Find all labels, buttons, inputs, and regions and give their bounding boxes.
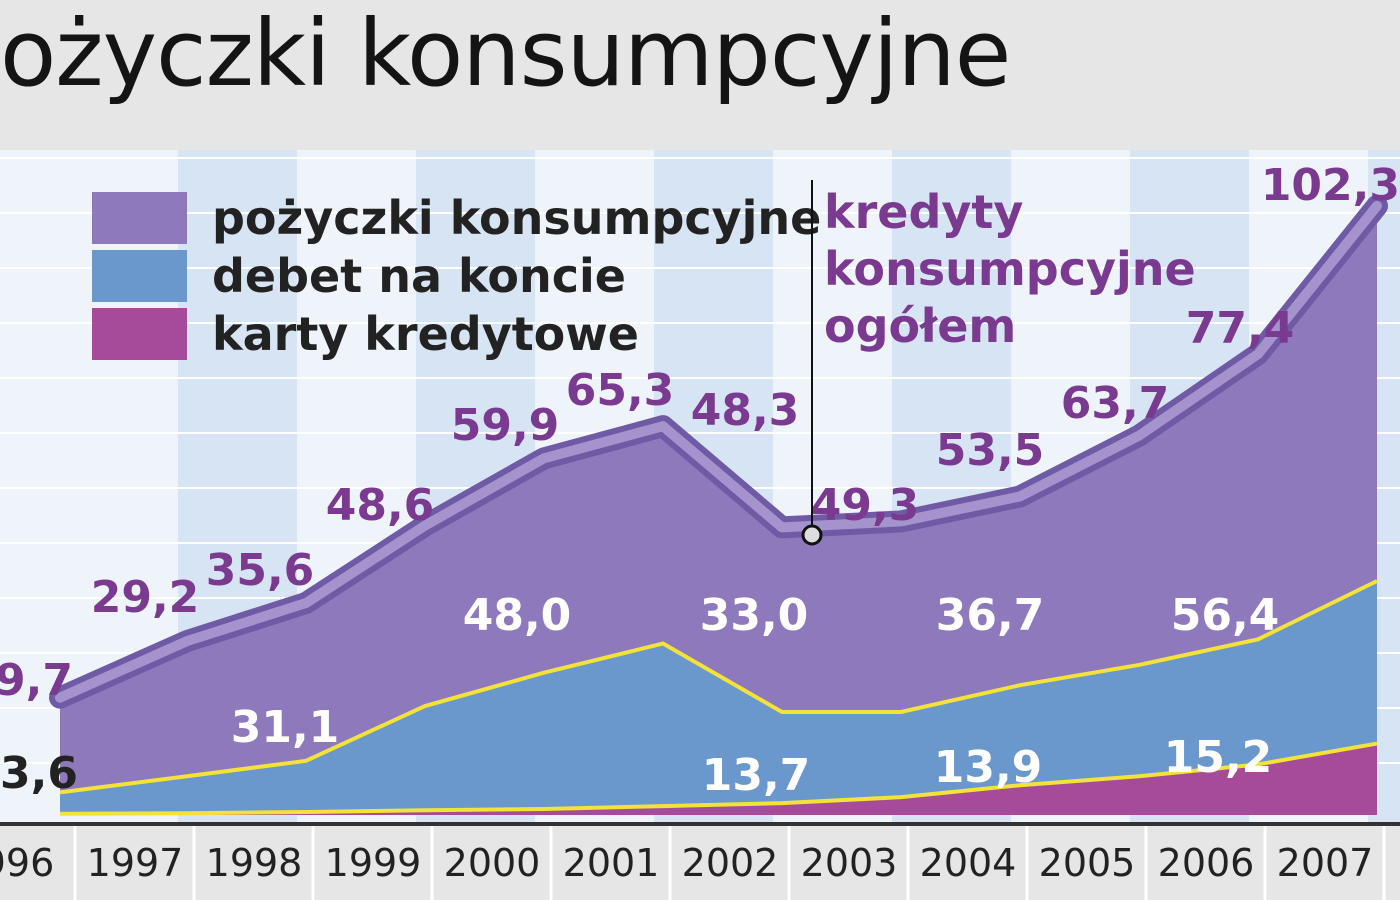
- x-tick-label: 2003: [801, 841, 898, 885]
- annotation-text: ogółem: [824, 299, 1016, 353]
- overdraft-label: 13,9: [934, 742, 1043, 793]
- consumer-loan-label: 3,6: [0, 748, 78, 799]
- area-pozyczki: [60, 205, 1377, 816]
- x-tick-label: 1998: [206, 841, 303, 885]
- x-tick-label: 2002: [682, 841, 779, 885]
- x-tick-label: 996: [0, 841, 54, 885]
- legend-label: karty kredytowe: [212, 307, 639, 361]
- consumer-loan-label: 56,4: [1171, 590, 1280, 641]
- total-value-label: 53,5: [936, 425, 1045, 476]
- consumer-loan-label: 36,7: [936, 590, 1045, 641]
- overdraft-label: 13,7: [702, 750, 811, 801]
- legend-swatch: [92, 308, 187, 360]
- line-karty-top: [59, 741, 1378, 816]
- total-value-label: 59,9: [451, 400, 560, 451]
- x-tick-label: 1999: [325, 841, 422, 885]
- consumer-loan-label: 48,0: [463, 590, 572, 641]
- line-debet-top: [59, 579, 1378, 795]
- annotation-marker: [801, 524, 823, 546]
- x-axis-line: [0, 822, 1400, 826]
- consumer-loan-label: 31,1: [231, 702, 340, 753]
- annotation-text: kredyty: [824, 185, 1023, 239]
- legend-swatch: [92, 192, 187, 244]
- area-debet: [60, 580, 1377, 815]
- x-tick-label: 2004: [920, 841, 1017, 885]
- total-value-label: 63,7: [1061, 378, 1170, 429]
- total-value-label: 65,3: [566, 365, 675, 416]
- total-value-label: 29,2: [91, 572, 200, 623]
- total-value-label: 48,6: [326, 480, 435, 531]
- total-value-label: 48,3: [691, 385, 800, 436]
- overdraft-label: 15,2: [1164, 732, 1273, 783]
- total-value-label: 49,3: [811, 480, 920, 531]
- chart-title: ożyczki konsumpcyjne: [0, 0, 1011, 107]
- total-value-label: 102,3: [1261, 160, 1400, 211]
- x-tick-label: 1997: [87, 841, 184, 885]
- legend-label: debet na koncie: [212, 249, 626, 303]
- x-tick-label: 2000: [444, 841, 541, 885]
- legend-swatch: [92, 250, 187, 302]
- total-value-label: 35,6: [206, 545, 315, 596]
- total-value-label: 77,4: [1186, 303, 1295, 354]
- x-tick-label: 2001: [563, 841, 660, 885]
- x-tick-label: 2007: [1277, 841, 1374, 885]
- x-tick-label: 2006: [1158, 841, 1255, 885]
- annotation-text: konsumpcyjne: [824, 242, 1196, 296]
- line-total-inner: [55, 200, 1382, 703]
- total-value-label: 9,7: [0, 655, 73, 706]
- consumer-loan-label: 33,0: [700, 590, 809, 641]
- legend-label: pożyczki konsumpcyjne: [212, 191, 821, 245]
- x-tick-label: 2005: [1039, 841, 1136, 885]
- area-karty: [60, 743, 1377, 815]
